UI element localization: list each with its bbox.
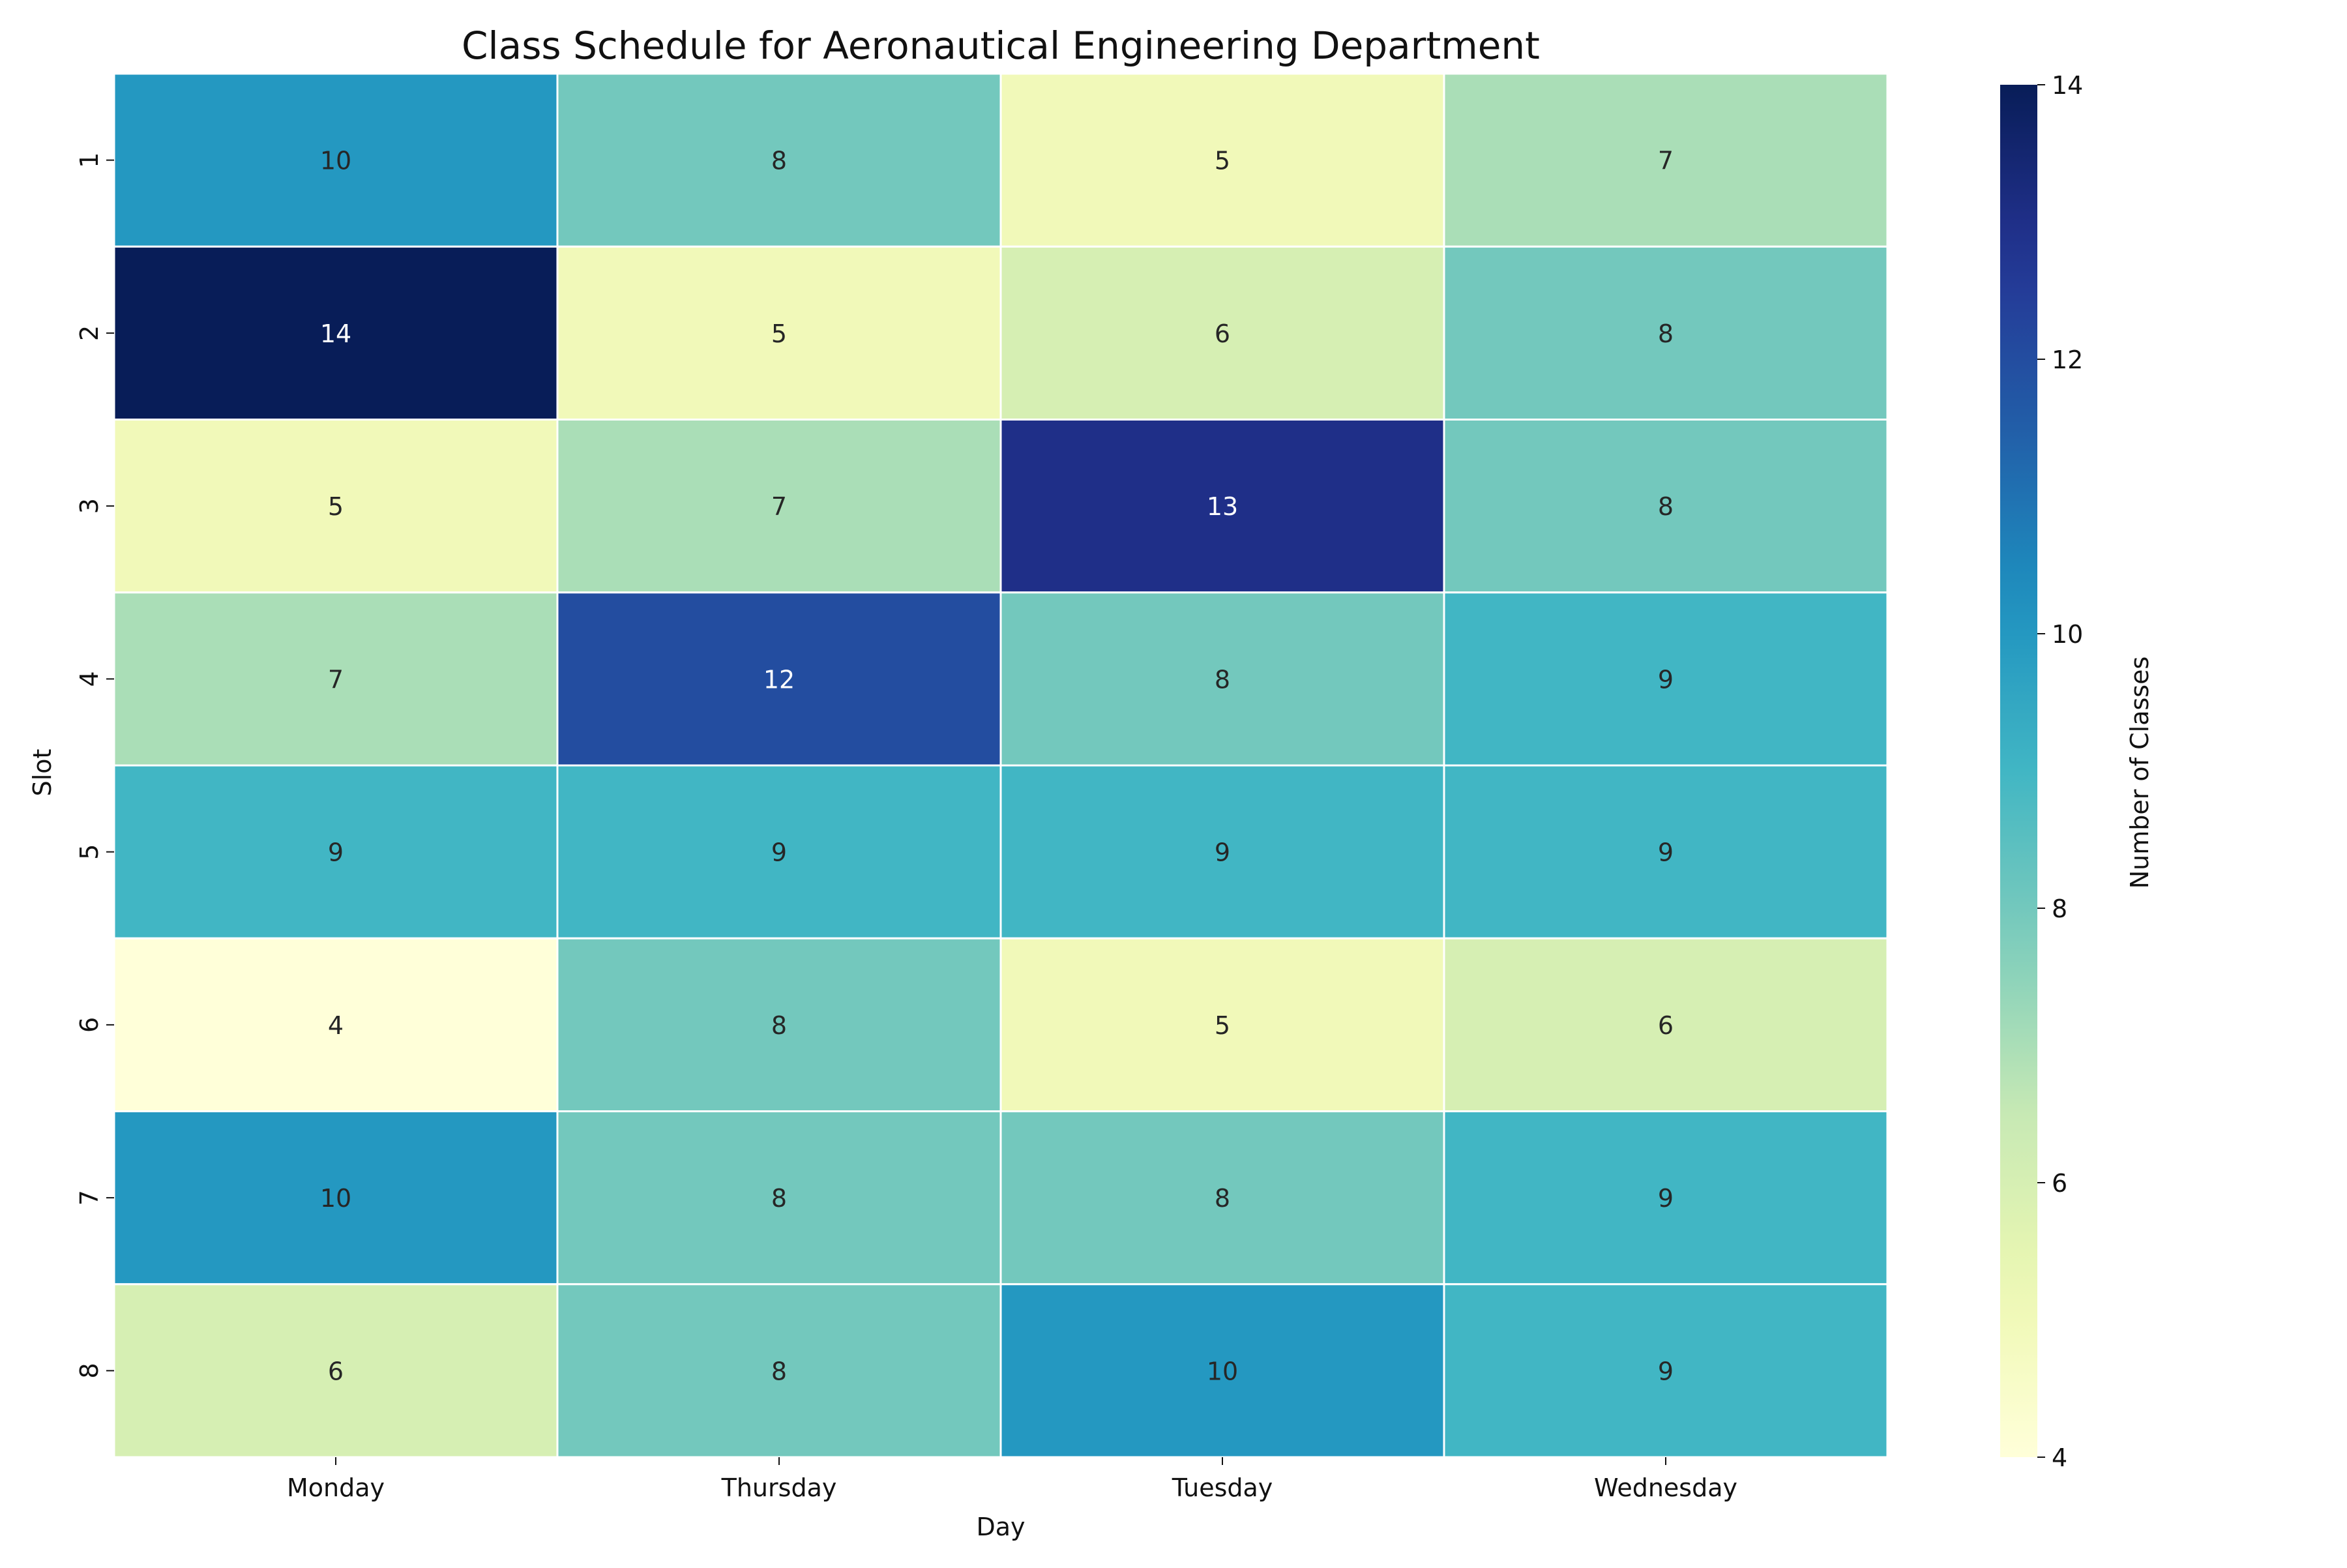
colorbar-tick-label: 14 — [2052, 71, 2083, 100]
x-tick-label: Wednesday — [1594, 1473, 1737, 1502]
cell-value-label: 12 — [763, 665, 795, 694]
x-tick-label: Thursday — [721, 1473, 837, 1502]
heatmap-cell-2-wednesday — [1443, 245, 1889, 421]
y-tick-label: 8 — [75, 1363, 104, 1378]
cell-value-label: 8 — [771, 1357, 787, 1385]
heatmap-cell-5-monday — [113, 764, 559, 939]
heatmap-cell-6-thursday — [556, 937, 1002, 1112]
y-tick-label: 7 — [75, 1190, 104, 1206]
cell-value-label: 4 — [328, 1011, 344, 1040]
chart-title: Class Schedule for Aeronautical Engineer… — [462, 23, 1540, 68]
heatmap-cell-4-wednesday — [1443, 591, 1889, 767]
cell-value-label: 8 — [771, 147, 787, 175]
x-tick-label: Monday — [287, 1473, 385, 1502]
cell-value-label: 8 — [771, 1184, 787, 1213]
y-tick-label: 4 — [75, 671, 104, 687]
cell-value-label: 5 — [771, 319, 787, 348]
colorbar-label: Number of Classes — [2125, 657, 2154, 889]
heatmap-cell-3-thursday — [556, 419, 1002, 594]
cell-value-label: 10 — [1207, 1357, 1238, 1385]
y-tick-label: 5 — [75, 844, 104, 860]
colorbar-gradient — [2000, 85, 2037, 1457]
heatmap-cell-4-tuesday — [999, 591, 1445, 767]
x-tick-label: Tuesday — [1172, 1473, 1273, 1502]
heatmap-cell-2-thursday — [556, 245, 1002, 421]
heatmap-cell-7-wednesday — [1443, 1110, 1889, 1286]
cell-value-label: 14 — [320, 319, 351, 348]
heatmap-cell-6-wednesday — [1443, 937, 1889, 1112]
y-tick-label: 6 — [75, 1017, 104, 1033]
x-axis-label: Day — [976, 1513, 1025, 1541]
colorbar-tick-label: 10 — [2052, 620, 2083, 649]
cell-value-label: 8 — [1658, 319, 1674, 348]
heatmap-cell-7-tuesday — [999, 1110, 1445, 1286]
heatmap-cell-8-tuesday — [999, 1283, 1445, 1458]
colorbar-tick-label: 12 — [2052, 346, 2083, 374]
colorbar-tick-label: 6 — [2052, 1169, 2067, 1198]
cell-value-label: 7 — [1658, 147, 1674, 175]
cell-value-label: 9 — [1658, 1184, 1674, 1213]
cell-value-label: 5 — [1215, 147, 1230, 175]
heatmap-cell-4-monday — [113, 591, 559, 767]
cell-value-label: 6 — [328, 1357, 344, 1385]
heatmap-cell-3-wednesday — [1443, 419, 1889, 594]
cell-value-label: 7 — [328, 665, 344, 694]
cell-value-label: 9 — [1215, 838, 1230, 867]
heatmap-cell-8-monday — [113, 1283, 559, 1458]
cell-value-label: 7 — [771, 492, 787, 521]
heatmap-cell-1-thursday — [556, 72, 1002, 248]
heatmap-cell-7-monday — [113, 1110, 559, 1286]
cell-value-label: 9 — [328, 838, 344, 867]
colorbar: 4 6 8 10 12 14 — [2000, 71, 2083, 1472]
heatmap-cell-4-thursday — [556, 591, 1002, 767]
heatmap-cell-6-monday — [113, 937, 559, 1112]
heatmap-cell-5-wednesday — [1443, 764, 1889, 939]
cell-value-label: 10 — [320, 147, 351, 175]
cell-value-label: 5 — [1215, 1011, 1230, 1040]
y-tick-label: 1 — [75, 153, 104, 168]
cell-value-label: 8 — [771, 1011, 787, 1040]
cell-value-label: 10 — [320, 1184, 351, 1213]
cell-value-label: 8 — [1658, 492, 1674, 521]
y-axis-label: Slot — [28, 749, 57, 797]
heatmap-cell-1-monday — [113, 72, 559, 248]
heatmap-cell-5-tuesday — [999, 764, 1445, 939]
heatmap-cell-6-tuesday — [999, 937, 1445, 1112]
heatmap-cells: 10 8 5 7 14 5 6 8 5 7 13 8 7 12 8 9 9 9 9 9 4 8 5 6 10 8 8 9 6 8 10 9 — [113, 72, 1889, 1458]
y-axis: 1 2 3 4 5 6 7 8 — [75, 153, 114, 1378]
cell-value-label: 8 — [1215, 665, 1230, 694]
cell-value-label: 8 — [1215, 1184, 1230, 1213]
colorbar-tick-label: 4 — [2052, 1443, 2067, 1472]
cell-value-label: 6 — [1215, 319, 1230, 348]
heatmap-cell-1-wednesday — [1443, 72, 1889, 248]
cell-value-label: 5 — [328, 492, 344, 521]
heatmap-cell-5-thursday — [556, 764, 1002, 939]
cell-value-label: 6 — [1658, 1011, 1674, 1040]
cell-value-label: 13 — [1207, 492, 1238, 521]
y-tick-label: 3 — [75, 498, 104, 514]
cell-value-label: 9 — [1658, 1357, 1674, 1385]
colorbar-tick-label: 8 — [2052, 895, 2067, 923]
heatmap-cell-1-tuesday — [999, 72, 1445, 248]
x-axis: Monday Thursday Tuesday Wednesday — [287, 1457, 1737, 1502]
y-tick-label: 2 — [75, 325, 104, 341]
heatmap-cell-2-monday — [113, 245, 559, 421]
cell-value-label: 9 — [1658, 665, 1674, 694]
cell-value-label: 9 — [771, 838, 787, 867]
cell-value-label: 9 — [1658, 838, 1674, 867]
